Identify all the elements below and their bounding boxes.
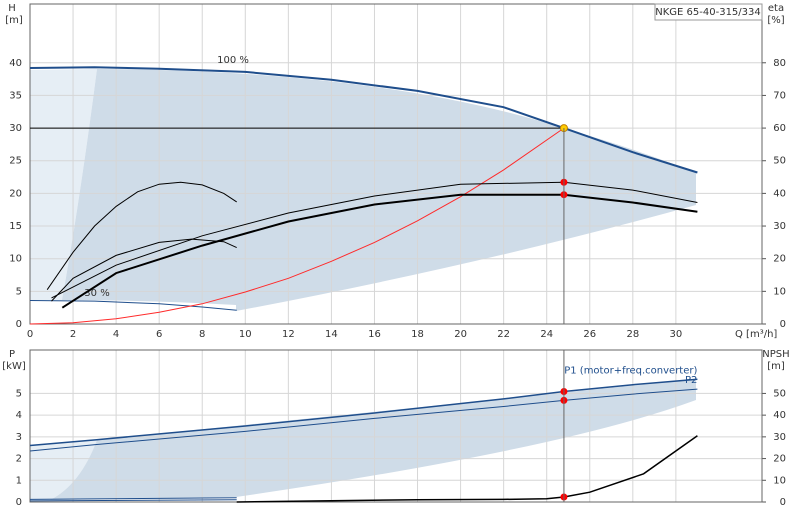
curve-label: P2 — [685, 375, 697, 386]
y2-axis-label: eta — [768, 3, 784, 14]
annotation: 30 % — [84, 288, 109, 299]
y-tick-label: 2 — [16, 454, 22, 465]
y-tick-label: 20 — [9, 188, 22, 199]
x-tick-label: 6 — [156, 329, 162, 340]
y2-tick-label: 30 — [773, 432, 786, 443]
y-tick-label: 15 — [9, 221, 22, 232]
y-tick-label: 10 — [9, 254, 22, 265]
y2-tick-label: 50 — [773, 156, 786, 167]
y-axis-unit: [kW] — [2, 361, 26, 372]
y2-tick-label: 40 — [773, 188, 786, 199]
y2-tick-label: 70 — [773, 90, 786, 101]
y2-axis-label: NPSH — [762, 349, 789, 360]
curve — [29, 127, 565, 325]
curve — [29, 66, 698, 174]
x-tick-label: 4 — [113, 329, 119, 340]
y-axis-label: P — [9, 349, 15, 360]
x-axis-label: Q [m³/h] — [735, 329, 777, 340]
x-tick-label: 18 — [411, 329, 424, 340]
x-tick-label: 10 — [239, 329, 252, 340]
plot-layer: 0 2 4 6 8 10 12 14 16 18 20 22 24 26 28 300510152025303… — [2, 3, 789, 508]
plot-frame — [29, 3, 763, 325]
bottom-plot-background — [30, 379, 696, 500]
y2-tick-label: 0 — [780, 319, 786, 330]
curve — [29, 388, 698, 452]
title-box — [654, 3, 763, 21]
curve — [29, 497, 237, 500]
curve — [61, 193, 698, 309]
range-light — [30, 440, 97, 500]
y-tick-label: 35 — [9, 90, 22, 101]
y-tick-label: 1 — [16, 475, 22, 486]
y2-tick-label: 60 — [773, 123, 786, 134]
annotation: 100 % — [217, 55, 249, 66]
x-tick-label: 26 — [583, 329, 596, 340]
curve — [51, 238, 237, 302]
y2-tick-label: 0 — [780, 497, 786, 508]
x-tick-label: 14 — [325, 329, 338, 340]
chart-title: NKGE 65-40-315/334 — [655, 7, 761, 18]
curve — [29, 378, 698, 447]
top-plot-background — [30, 69, 696, 311]
x-tick-label: 0 — [27, 329, 33, 340]
y2-tick-label: 40 — [773, 410, 786, 421]
y2-tick-label: 50 — [773, 388, 786, 399]
y2-tick-label: 10 — [773, 286, 786, 297]
y-tick-label: 30 — [9, 123, 22, 134]
y-axis-unit: [m] — [5, 15, 23, 26]
x-tick-label: 16 — [368, 329, 381, 340]
curve — [51, 181, 698, 299]
curve-label: P1 (motor+freq.converter) — [564, 365, 697, 376]
x-tick-label: 2 — [70, 329, 76, 340]
y-tick-label: 5 — [16, 286, 22, 297]
plot-frame — [29, 349, 763, 503]
range-light — [30, 69, 97, 300]
curve — [236, 435, 698, 503]
range-shade — [50, 379, 696, 500]
x-tick-label: 20 — [454, 329, 467, 340]
y2-tick-label: 30 — [773, 221, 786, 232]
x-tick-label: 24 — [540, 329, 553, 340]
y-tick-label: 5 — [16, 388, 22, 399]
y-tick-label: 4 — [16, 410, 22, 421]
curve — [29, 499, 237, 502]
y2-tick-label: 10 — [773, 475, 786, 486]
y2-axis-unit: [m] — [767, 361, 785, 372]
curve — [46, 181, 237, 290]
y-tick-label: 40 — [9, 58, 22, 69]
x-tick-label: 22 — [497, 329, 510, 340]
range-shade — [62, 69, 696, 311]
y-tick-label: 0 — [16, 497, 22, 508]
y-tick-label: 3 — [16, 432, 22, 443]
x-tick-label: 30 — [670, 329, 683, 340]
y-axis-label: H — [8, 3, 16, 14]
y2-tick-label: 20 — [773, 454, 786, 465]
y-tick-label: 25 — [9, 156, 22, 167]
x-tick-label: 28 — [626, 329, 639, 340]
x-tick-label: 8 — [199, 329, 205, 340]
y-tick-label: 0 — [16, 319, 22, 330]
x-tick-label: 12 — [282, 329, 295, 340]
y2-tick-label: 20 — [773, 254, 786, 265]
y2-axis-unit: [%] — [767, 15, 784, 26]
y2-tick-label: 80 — [773, 58, 786, 69]
